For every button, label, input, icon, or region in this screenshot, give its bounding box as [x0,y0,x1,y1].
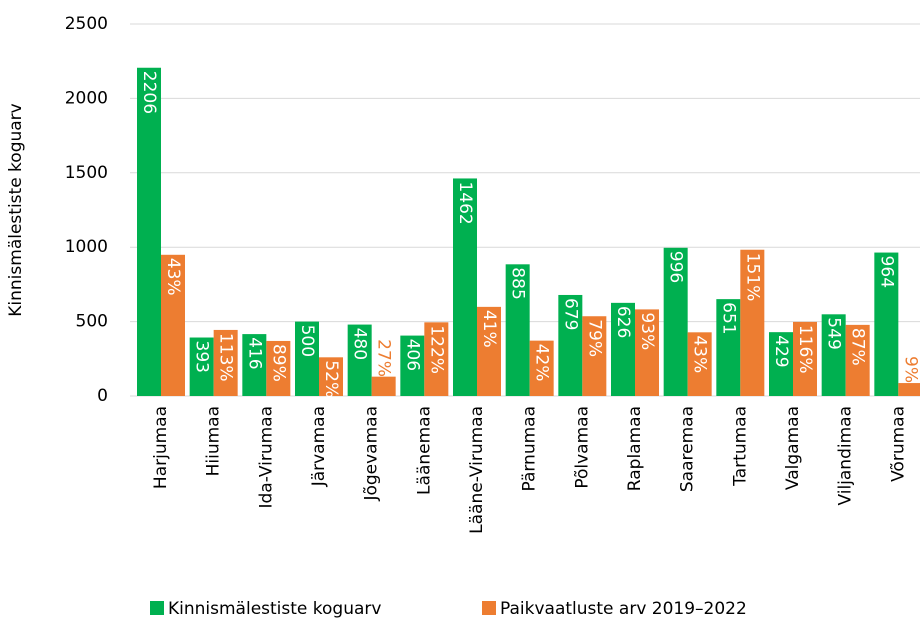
x-tick-label: Läänemaa [414,406,434,495]
bar [400,335,425,396]
data-label: 393 [192,341,212,373]
x-tick-label: Hiiumaa [204,406,224,476]
data-label: 2206 [139,71,159,114]
bar [821,314,846,396]
bar [505,264,530,396]
bar [793,321,817,396]
x-tick-label: Tartumaa [730,406,750,487]
x-tick-label: Põlvamaa [572,406,592,489]
data-label: 885 [508,267,528,299]
data-label: 964 [876,256,896,288]
x-tick-label: Valgamaa [783,406,803,490]
bar [424,322,449,396]
bar [266,340,291,396]
bar [161,254,185,396]
data-label: 43% [163,258,183,296]
data-label: 549 [824,317,844,349]
data-label: 87% [848,328,868,366]
bar [529,340,554,396]
bar [635,309,659,396]
bar [453,178,477,396]
x-tick-label: Raplamaa [625,406,645,491]
data-label: 651 [718,302,738,334]
y-tick-label: 1000 [65,237,108,257]
x-tick-label: Võrumaa [888,406,908,482]
x-tick-label: Jõgevamaa [362,406,382,502]
bar [663,247,688,396]
legend-label: Paikvaatluste arv 2019–2022 [500,599,747,619]
bar [611,302,635,396]
legend-swatch [482,601,496,615]
x-tick-label: Pärnumaa [520,406,540,492]
data-label: 500 [297,325,317,357]
data-label: 626 [613,306,633,338]
bar [371,376,396,396]
x-tick-label: Järvamaa [309,406,329,487]
x-tick-label: Saaremaa [678,406,698,492]
y-tick-label: 2500 [65,14,108,34]
x-tick-label: Harjumaa [151,406,171,489]
data-label: 113% [216,333,236,382]
y-axis-title: Kinnismälestiste koguarv [6,103,26,316]
bar [716,299,741,396]
y-tick-label: 0 [97,386,108,406]
data-label: 416 [244,337,264,369]
y-tick-label: 2000 [65,88,108,108]
data-label: 406 [402,339,422,371]
legend-swatch [150,601,164,615]
bar [845,324,870,396]
bar [769,332,793,396]
legend-label: Kinnismälestiste koguarv [168,599,381,619]
bar [582,316,607,396]
bar [295,321,319,396]
x-tick-label: Lääne-Virumaa [467,406,487,534]
y-tick-label: 500 [76,312,108,332]
bar [740,249,765,396]
data-label: 93% [637,312,657,350]
bar [242,334,267,396]
bar [213,329,238,396]
data-label: 429 [771,335,791,367]
data-label: 41% [479,310,499,348]
data-label: 9% [900,356,920,383]
data-label: 89% [268,344,288,382]
data-label: 79% [584,319,604,357]
data-label: 116% [795,325,815,374]
x-tick-label: Ida-Virumaa [256,406,276,509]
data-label: 52% [321,360,341,398]
bar [347,324,372,396]
data-label: 679 [560,298,580,330]
data-label: 151% [742,253,762,302]
data-label: 122% [426,325,446,374]
y-tick-label: 1500 [65,163,108,183]
data-label: 996 [666,251,686,283]
bar [874,252,899,396]
bar [687,332,712,396]
data-label: 27% [374,339,394,377]
data-label: 1462 [455,181,475,224]
data-label: 480 [350,328,370,360]
data-label: 42% [532,344,552,382]
bar [319,357,343,396]
x-tick-label: Viljandimaa [836,406,856,506]
data-label: 43% [690,335,710,373]
bar [137,67,161,397]
bar [189,337,214,396]
bar [558,294,583,396]
bar [898,383,920,396]
bar [477,306,501,396]
